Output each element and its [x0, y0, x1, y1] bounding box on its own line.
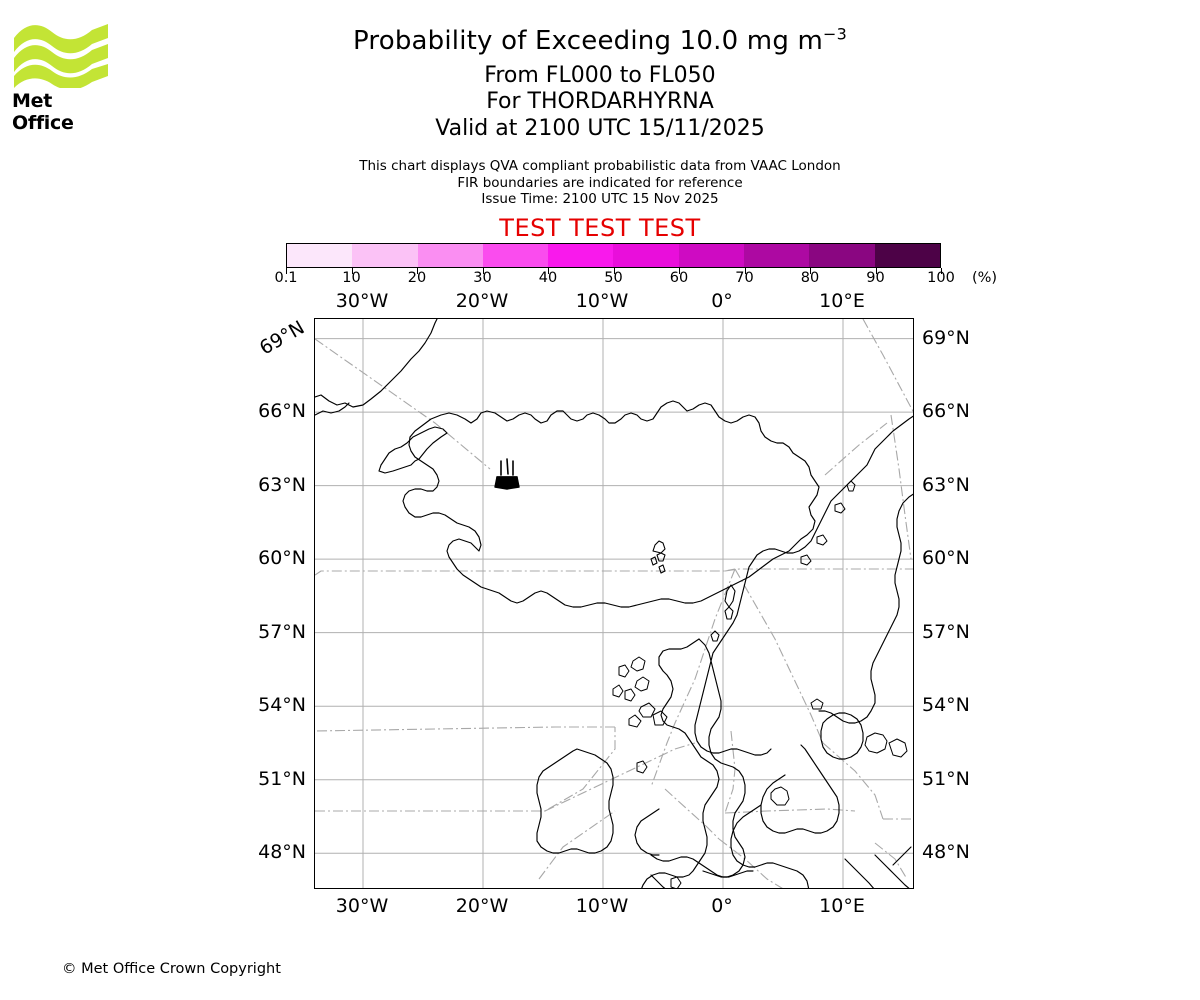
lat-tick-right-63: 63°N	[922, 473, 970, 496]
lat-tick-right-60: 60°N	[922, 547, 970, 570]
colorbar-label-30: 30	[473, 270, 492, 286]
colorbar-segment-4	[548, 244, 614, 267]
map-gridlines	[315, 319, 913, 888]
colorbar-segment-3	[482, 244, 549, 267]
colorbar-segment-6	[678, 244, 745, 267]
lat-tick-right-54: 54°N	[922, 694, 970, 717]
lat-tick-left-57: 57°N	[258, 620, 306, 643]
lat-tick-left-66: 66°N	[258, 400, 306, 423]
colorbar-tick-70	[744, 268, 746, 274]
lat-tick-left-69: 69°N	[255, 316, 309, 360]
lat-tick-left-54: 54°N	[258, 694, 306, 717]
colorbar-tick-10	[351, 268, 353, 274]
map-plot-area	[314, 318, 914, 889]
lon-tick-bottom--10: 10°W	[575, 895, 629, 917]
colorbar-label-60: 60	[669, 270, 689, 286]
lat-tick-left-51: 51°N	[258, 767, 306, 790]
met-office-waves-icon	[14, 24, 108, 90]
colorbar-label-0.1: 0.1	[274, 270, 298, 286]
colorbar-segment-5	[613, 244, 679, 267]
colorbar-segment-1	[352, 244, 418, 267]
fir-boundaries	[315, 319, 913, 888]
colorbar-tick-40	[548, 268, 549, 274]
coastlines	[315, 319, 913, 888]
lon-tick-bottom--30: 30°W	[335, 895, 389, 917]
page-title-superscript: −3	[823, 24, 848, 44]
colorbar-label-40: 40	[538, 270, 558, 286]
colorbar-segment-8	[809, 244, 875, 267]
lat-tick-right-57: 57°N	[922, 620, 970, 643]
met-office-logo: Met Office	[12, 18, 112, 134]
map-canvas	[315, 319, 913, 888]
colorbar-gradient	[286, 243, 941, 268]
lon-tick-top--20: 20°W	[455, 290, 509, 312]
colorbar-label-90: 90	[866, 270, 885, 286]
colorbar-tick-80	[810, 268, 811, 274]
colorbar-label-50: 50	[604, 270, 623, 286]
lat-tick-right-69: 69°N	[922, 326, 970, 349]
note-fir-boundaries: FIR boundaries are indicated for referen…	[457, 175, 743, 191]
colorbar-label-100: 100	[927, 270, 955, 286]
lat-tick-left-48: 48°N	[258, 841, 306, 864]
lat-tick-right-48: 48°N	[922, 841, 970, 864]
lon-tick-bottom-0: 0°	[711, 895, 733, 917]
colorbar-segment-9	[874, 244, 940, 267]
colorbar-segment-7	[744, 244, 810, 267]
colorbar-tick-100	[941, 268, 942, 274]
colorbar-segment-2	[417, 244, 483, 267]
colorbar-tick-labels: 0.1 10 20 30 40 50 60 70 80 90 100	[274, 270, 954, 290]
lon-tick-bottom--20: 20°W	[455, 895, 509, 917]
colorbar-unit-label: (%)	[972, 270, 998, 286]
lon-tick-top-10: 10°E	[819, 290, 865, 312]
colorbar-tick-90	[875, 268, 877, 274]
colorbar-tick-0.1	[286, 268, 287, 274]
colorbar-segment-0	[287, 244, 353, 267]
lat-tick-left-63: 63°N	[258, 473, 306, 496]
logo-text: Met Office	[12, 90, 74, 134]
colorbar-label-80: 80	[800, 270, 820, 286]
note-issue-time: Issue Time: 2100 UTC 15 Nov 2025	[481, 191, 719, 207]
colorbar-label-10: 10	[342, 270, 361, 286]
subtitle-valid-time: Valid at 2100 UTC 15/11/2025	[435, 116, 765, 141]
colorbar-tick-30	[482, 268, 484, 274]
lon-tick-top--30: 30°W	[335, 290, 389, 312]
page-title: Probability of Exceeding 10.0 mg m−3	[0, 26, 1200, 56]
lon-tick-bottom-10: 10°E	[819, 895, 865, 917]
probability-colorbar	[286, 243, 941, 268]
note-qva-compliance: This chart displays QVA compliant probab…	[359, 158, 841, 174]
colorbar-tick-20	[417, 268, 418, 274]
colorbar-label-70: 70	[735, 270, 754, 286]
colorbar-tick-50	[613, 268, 615, 274]
lon-tick-top--10: 10°W	[575, 290, 629, 312]
map-frame	[314, 318, 914, 889]
lat-tick-left-60: 60°N	[258, 547, 306, 570]
volcano-marker	[494, 458, 520, 490]
subtitle-flight-levels: From FL000 to FL050	[484, 63, 716, 88]
lon-tick-top-0: 0°	[711, 290, 733, 312]
lat-tick-right-51: 51°N	[922, 767, 970, 790]
test-banner: TEST TEST TEST	[499, 214, 701, 242]
colorbar-ticks	[286, 268, 942, 276]
colorbar-tick-60	[679, 268, 680, 274]
copyright-notice: © Met Office Crown Copyright	[62, 961, 281, 977]
page-title-text: Probability of Exceeding 10.0 mg m	[352, 26, 824, 56]
colorbar-label-20: 20	[407, 270, 427, 286]
lat-tick-right-66: 66°N	[922, 400, 970, 423]
subtitle-volcano: For THORDARHYRNA	[486, 89, 714, 114]
